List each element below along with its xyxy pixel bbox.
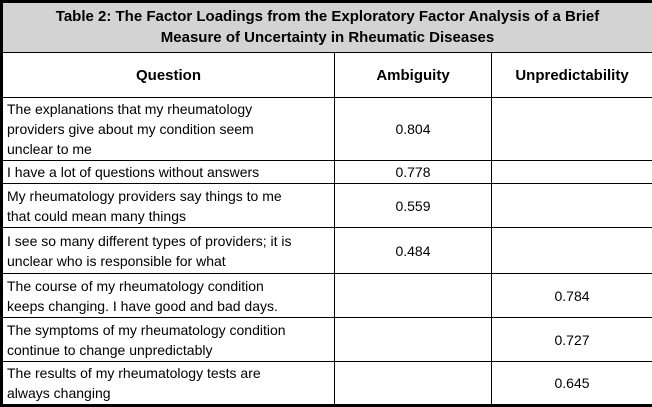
unpredictability-value-cell: [492, 161, 652, 184]
column-header-row: Question Ambiguity Unpredictability: [2, 53, 652, 98]
table-row: The results of my rheumatology tests are…: [2, 362, 652, 406]
table-row: The explanations that my rheumatology pr…: [2, 98, 652, 161]
unpredictability-value-cell: [492, 228, 652, 274]
col-header-ambiguity: Ambiguity: [335, 53, 492, 98]
question-cell: The course of my rheumatology condition …: [2, 274, 335, 318]
unpredictability-value-cell: 0.727: [492, 318, 652, 362]
ambiguity-value-cell: [335, 362, 492, 406]
question-cell: I see so many different types of provide…: [2, 228, 335, 274]
table-row: I have a lot of questions without answer…: [2, 161, 652, 184]
unpredictability-value-cell: [492, 98, 652, 161]
table-row: My rheumatology providers say things to …: [2, 184, 652, 228]
question-cell: The results of my rheumatology tests are…: [2, 362, 335, 406]
ambiguity-value-cell: [335, 318, 492, 362]
table-row: The course of my rheumatology condition …: [2, 274, 652, 318]
unpredictability-value-cell: 0.645: [492, 362, 652, 406]
ambiguity-value-cell: 0.484: [335, 228, 492, 274]
table-row: The symptoms of my rheumatology conditio…: [2, 318, 652, 362]
question-cell: The explanations that my rheumatology pr…: [2, 98, 335, 161]
table-body: The explanations that my rheumatology pr…: [2, 98, 652, 406]
question-cell: My rheumatology providers say things to …: [2, 184, 335, 228]
question-cell: I have a lot of questions without answer…: [2, 161, 335, 184]
col-header-question: Question: [2, 53, 335, 98]
ambiguity-value-cell: 0.804: [335, 98, 492, 161]
ambiguity-value-cell: [335, 274, 492, 318]
table-row: I see so many different types of provide…: [2, 228, 652, 274]
table-title-row: Table 2: The Factor Loadings from the Ex…: [2, 2, 652, 53]
col-header-unpredictability: Unpredictability: [492, 53, 652, 98]
unpredictability-value-cell: 0.784: [492, 274, 652, 318]
ambiguity-value-cell: 0.559: [335, 184, 492, 228]
unpredictability-value-cell: [492, 184, 652, 228]
question-cell: The symptoms of my rheumatology conditio…: [2, 318, 335, 362]
table-title: Table 2: The Factor Loadings from the Ex…: [2, 2, 652, 53]
ambiguity-value-cell: 0.778: [335, 161, 492, 184]
